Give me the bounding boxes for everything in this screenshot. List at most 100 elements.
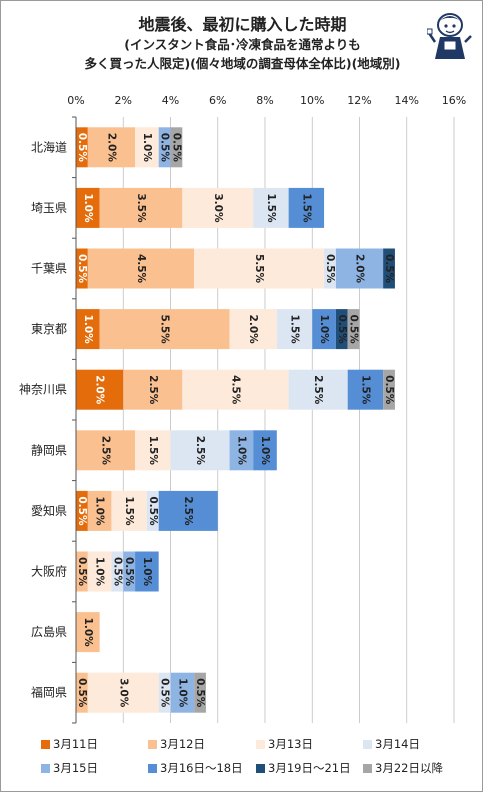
bar-segment [335,309,348,350]
data-label: 1.5% [123,496,135,526]
bar-chart: 0.5% 2.0% 1.0% 0.5% 0.5%1.0% 3.5% 3.0% 1.5% 1.5%… [19,94,466,724]
category-label: 神奈川県 [19,383,67,397]
data-label: 1.0% [94,557,106,587]
bar-segment [347,369,384,410]
legend-swatch [363,763,372,773]
bar-segment [253,187,289,228]
bar-segment [111,490,147,531]
bar-segment [324,248,336,289]
category-label: 愛知県 [31,504,67,518]
bar-segment [253,430,277,471]
data-label: 5.5% [253,254,265,284]
legend-item: 3月16日～18日 [148,760,243,776]
legend-label: 3月11日 [53,737,98,751]
data-label: 1.0% [82,193,94,223]
bar-segment [383,369,395,410]
data-label: 1.0% [94,496,106,526]
bar-segment [76,248,88,289]
x-tick-label: 2% [115,94,132,107]
data-label: 1.0% [259,436,271,466]
legend-label: 3月12日 [160,737,205,751]
bar-segment [229,309,277,350]
data-label: 0.5% [76,496,88,526]
category-label: 東京都 [31,322,67,336]
data-label: 1.5% [289,315,301,345]
legend-label: 3月14日 [375,737,420,751]
data-label: 2.0% [105,133,117,163]
legend-label: 3月13日 [268,737,313,751]
bar-segment [276,309,313,350]
data-label: 0.5% [76,557,88,587]
bar-segment [170,430,230,471]
girl-mascot-icon [427,13,472,59]
data-label: 3.0% [212,193,224,223]
bar-segment [182,369,289,410]
bar-segment [383,248,395,289]
bar-segment [194,672,206,713]
legend-label: 3月15日 [53,761,98,775]
legend-label: 3月22日以降 [375,761,443,775]
category-label: 埼玉県 [31,201,67,215]
data-label: 0.5% [76,133,88,163]
bar-segment [312,309,336,350]
bar-segment [87,127,136,168]
legend-item: 3月13日 [256,736,313,752]
bar-segment [135,430,171,471]
bar-segment [76,612,100,653]
bar-segment [87,672,159,713]
chart-title: 地震後、最初に購入した時期 [138,15,347,34]
legend-item: 3月15日 [41,760,98,776]
bar-segment [229,430,254,471]
bar-segment [194,248,325,289]
data-label: 1.0% [141,133,153,163]
data-label: 0.5% [194,678,206,708]
data-label: 5.5% [159,315,171,345]
data-label: 2.5% [312,375,324,405]
category-label: 広島県 [31,624,67,639]
x-tick-label: 14% [395,94,419,107]
data-label: 1.0% [235,436,247,466]
legend-item: 3月22日以降 [363,760,443,776]
bar-segment [87,490,112,531]
bar-segment [135,551,159,592]
data-label: 0.5% [336,315,348,345]
chart-subtitle-line1: (インスタント食品･冷凍食品を通常よりも [124,37,361,52]
data-label: 2.0% [94,375,106,405]
data-label: 0.5% [159,678,171,708]
bar-segment [99,309,230,350]
data-label: 0.5% [348,315,360,345]
bar-segment [158,672,171,713]
bar-segment [182,187,254,228]
legend-label: 3月16日～18日 [160,761,243,775]
data-label: 0.5% [76,678,88,708]
data-label: 1.5% [265,193,277,223]
data-label: 1.0% [141,557,153,587]
category-label: 静岡県 [31,443,67,457]
data-label: 0.5% [111,557,123,587]
bar-segment [76,490,88,531]
data-label: 4.5% [135,254,147,284]
bar-segment [146,490,159,531]
bar-segment [288,187,325,228]
data-label: 3.0% [117,678,129,708]
x-tick-label: 10% [300,94,324,107]
data-label: 1.0% [82,618,94,648]
x-tick-label: 4% [162,94,179,107]
legend-swatch [148,739,157,749]
data-label: 0.5% [324,254,336,284]
bar-segment [170,127,183,168]
data-label: 0.5% [159,133,171,163]
bar-segment [170,672,195,713]
category-label: 北海道 [31,139,67,154]
data-label: 1.5% [359,375,371,405]
bar-segment [76,672,88,713]
bar-segment [288,369,348,410]
data-label: 0.5% [383,375,395,405]
bar-segment [158,490,218,531]
bar-segment [123,369,183,410]
x-tick-label: 6% [209,94,226,107]
data-label: 2.5% [147,375,159,405]
data-label: 0.5% [123,557,135,587]
bar-segment [76,430,136,471]
